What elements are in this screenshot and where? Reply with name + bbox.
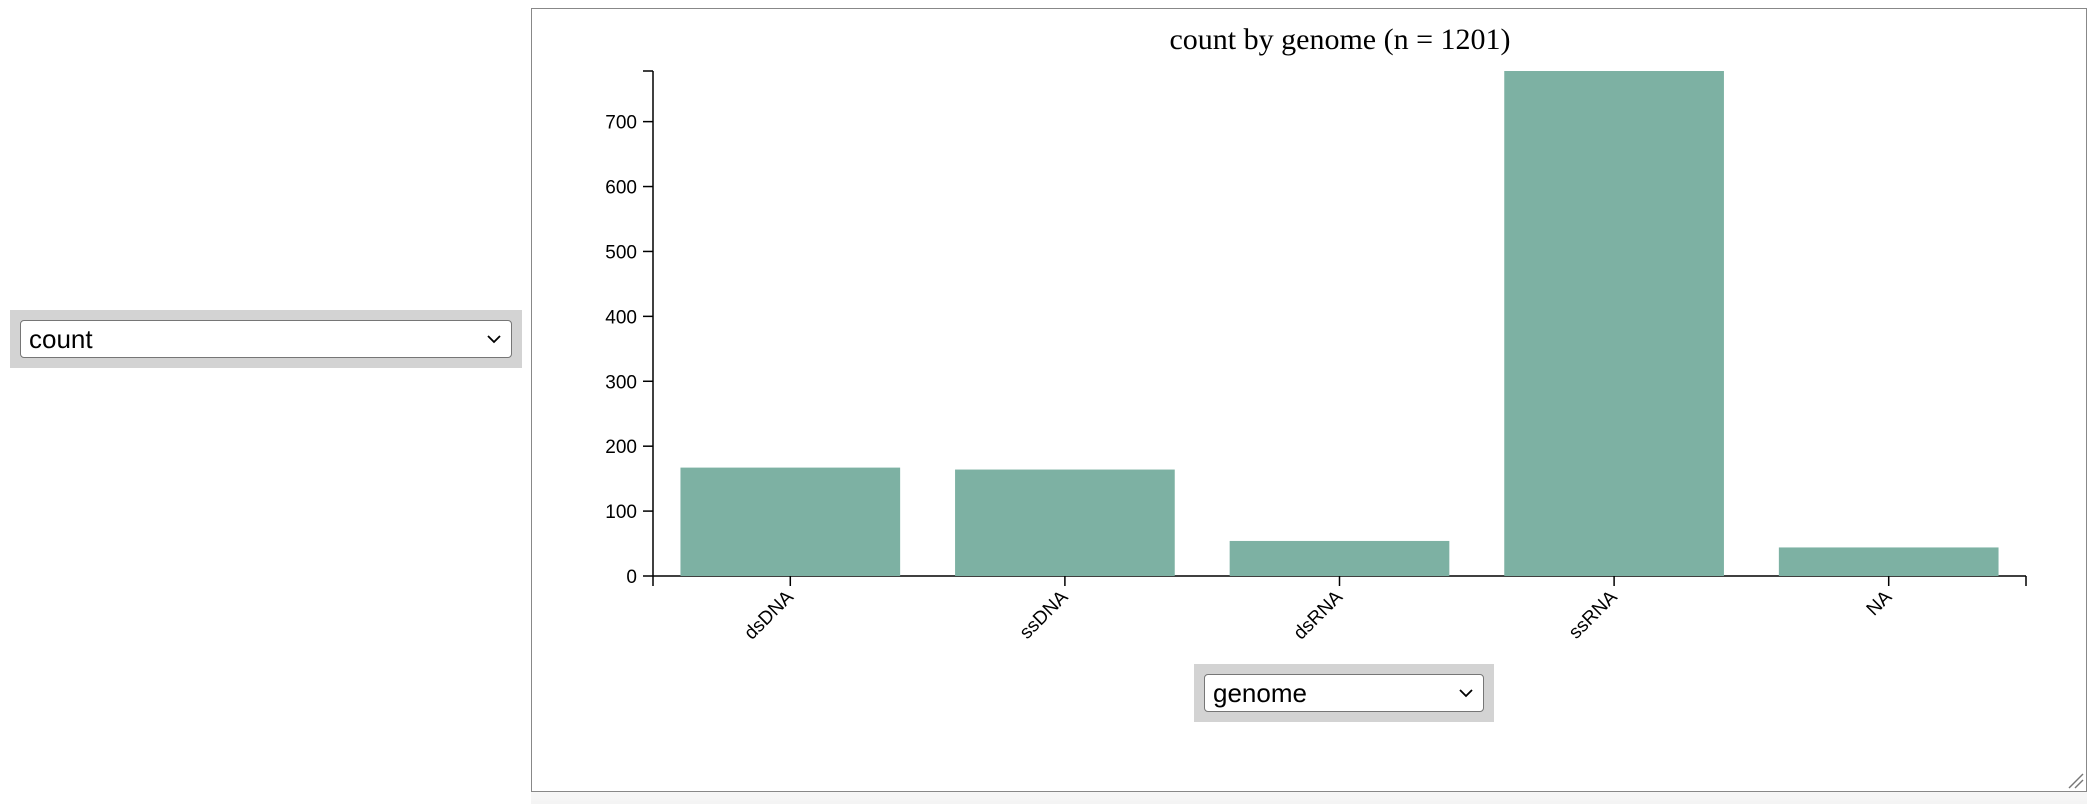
resize-handle-icon[interactable] [2066, 771, 2084, 789]
y-tick-label: 100 [605, 502, 637, 523]
chart-title: count by genome (n = 1201) [1169, 23, 1510, 56]
bar-dsdna [680, 467, 901, 576]
y-variable-select-box[interactable]: count [20, 320, 512, 358]
y-tick-label: 0 [626, 567, 637, 588]
y-tick-label: 200 [605, 437, 637, 458]
bar-dsrna [1229, 540, 1450, 576]
bars [680, 71, 1999, 576]
chevron-down-icon [1459, 689, 1473, 698]
y-tick-label: 500 [605, 242, 637, 263]
x-tick-label: ssRNA [1565, 586, 1622, 643]
bar-ssrna [1504, 71, 1724, 576]
x-tick-label: NA [1863, 586, 1897, 620]
chart-panel: count by genome (n = 1201) 0 100 200 300 400… [531, 8, 2087, 792]
chevron-down-icon [487, 335, 501, 344]
y-tick-label: 600 [605, 178, 637, 199]
y-variable-select[interactable]: count [10, 310, 522, 368]
x-variable-value: genome [1213, 677, 1307, 708]
y-axis: 0 100 200 300 400 500 600 700 [605, 70, 654, 588]
bar-chart: count by genome (n = 1201) 0 100 200 300 400… [605, 23, 2027, 644]
y-variable-value: count [29, 323, 93, 354]
x-variable-select-box[interactable]: genome [1204, 674, 1484, 712]
bar-na [1778, 547, 1999, 576]
x-tick-label: ssDNA [1016, 586, 1073, 643]
y-tick-label: 700 [605, 113, 637, 134]
x-tick-label: dsDNA [740, 586, 798, 644]
x-tick-label: dsRNA [1290, 586, 1348, 644]
y-tick-label: 300 [605, 372, 637, 393]
y-tick-label: 400 [605, 307, 637, 328]
x-variable-select[interactable]: genome [1194, 664, 1494, 722]
bar-ssdna [955, 469, 1175, 576]
x-axis: dsDNA ssDNA dsRNA ssRNA NA [652, 575, 2027, 644]
